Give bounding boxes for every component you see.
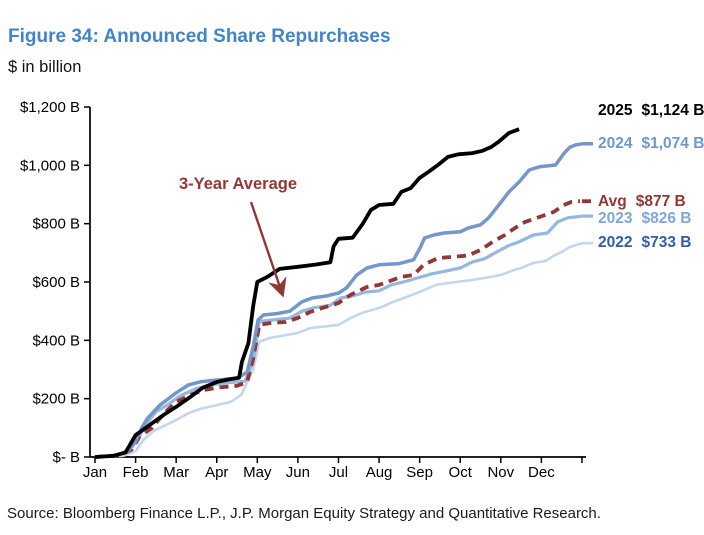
end-label-2024: 2024 $1,074 B <box>598 135 704 152</box>
x-tick-label: May <box>243 464 272 481</box>
end-label-Avg: Avg $877 B <box>598 193 686 210</box>
x-tick-label: Sep <box>406 464 433 481</box>
annotation-3-year-average: 3-Year Average <box>179 175 297 193</box>
y-tick-label: $800 B <box>32 216 80 233</box>
y-tick-label: $400 B <box>32 332 80 349</box>
x-tick-label: Jul <box>329 464 348 481</box>
end-label-2023: 2023 $826 B <box>598 210 691 227</box>
x-tick-label: Jan <box>83 464 107 481</box>
figure-title: Figure 34: Announced Share Repurchases <box>8 26 391 47</box>
series-line-Avg <box>94 199 581 459</box>
end-label-2022: 2022 $733 B <box>598 234 691 251</box>
x-tick-label: Dec <box>528 464 555 481</box>
series-line-2022 <box>94 241 583 459</box>
x-tick-label: Nov <box>487 464 514 481</box>
y-tick-label: $1,200 B <box>20 99 80 116</box>
x-tick-label: Oct <box>449 464 473 481</box>
x-tick-label: Mar <box>163 464 189 481</box>
figure-subtitle: $ in billion <box>8 58 82 76</box>
x-tick-label: Aug <box>366 464 393 481</box>
y-tick-label: $1,000 B <box>20 157 80 174</box>
figure-source: Source: Bloomberg Finance L.P., J.P. Mor… <box>7 505 601 522</box>
y-tick-label: $600 B <box>32 274 80 291</box>
series-line-2024 <box>94 142 583 459</box>
end-label-2025: 2025 $1,124 B <box>598 102 704 119</box>
x-tick-label: Feb <box>123 464 149 481</box>
annotation-arrow <box>249 201 287 298</box>
series-line-2025 <box>94 127 520 459</box>
y-tick-label: $- B <box>52 449 80 466</box>
series-line-2023 <box>94 214 583 459</box>
x-tick-label: Jun <box>286 464 310 481</box>
y-tick-label: $200 B <box>32 391 80 408</box>
x-tick-label: Apr <box>205 464 228 481</box>
